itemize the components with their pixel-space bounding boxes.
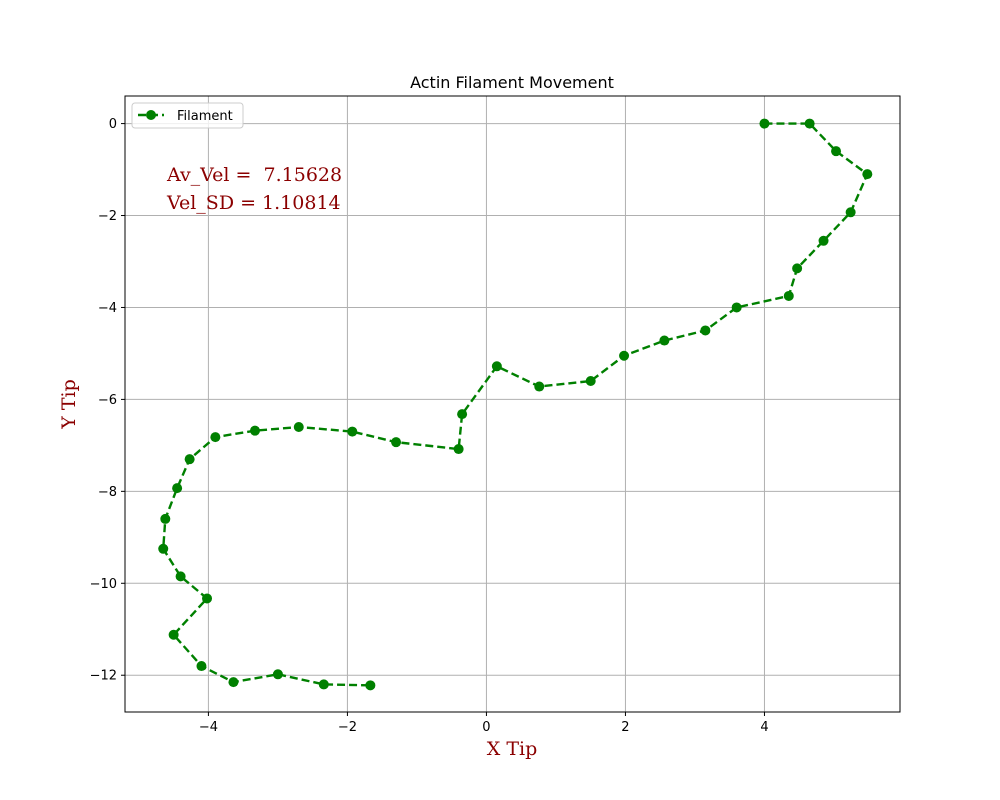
series-line-filament: [162, 122, 869, 687]
y-tick-label: −6: [98, 393, 117, 408]
data-point: [172, 483, 183, 494]
data-point: [158, 543, 169, 554]
y-axis-label: Y Tip: [58, 379, 80, 430]
x-tick-label: 2: [621, 720, 629, 735]
data-point: [818, 235, 829, 246]
data-point: [175, 571, 186, 582]
y-tick-label: −8: [98, 485, 117, 500]
data-point: [347, 426, 358, 437]
data-point: [293, 421, 304, 432]
x-tick-label: 0: [482, 720, 490, 735]
data-point: [659, 335, 670, 346]
plot-frame: [124, 95, 901, 713]
data-point: [249, 425, 260, 436]
data-point: [731, 302, 742, 313]
y-tick-label: −4: [98, 301, 117, 316]
x-tick-label: 4: [760, 720, 768, 735]
x-axis-label: X Tip: [487, 738, 537, 760]
data-point: [700, 325, 711, 336]
data-point: [272, 669, 283, 680]
y-tick-label: −10: [90, 577, 117, 592]
data-point: [585, 376, 596, 387]
data-point: [804, 118, 815, 129]
legend-box: [131, 102, 244, 129]
legend: Filament: [131, 102, 244, 129]
data-point: [759, 118, 770, 129]
data-point: [160, 513, 171, 524]
legend-label-filament: Filament: [177, 109, 233, 124]
data-point: [391, 437, 402, 448]
x-tick-label: −4: [199, 720, 218, 735]
data-point: [783, 290, 794, 301]
y-tick-label: −12: [90, 669, 117, 684]
annotation-av-vel: Av_Vel = 7.15628: [166, 164, 342, 186]
y-tick-label: −2: [98, 209, 117, 224]
axis-ticks: −4 −2 0 2 4 0 −2 −4 −6 −8 −10 −12: [90, 117, 769, 735]
data-point: [453, 444, 464, 455]
data-point: [792, 263, 803, 274]
data-point: [534, 381, 545, 392]
annotation-vel-sd: Vel_SD = 1.10814: [166, 192, 341, 214]
data-point: [196, 661, 207, 672]
data-point: [202, 593, 213, 604]
data-point: [168, 629, 179, 640]
data-point: [365, 680, 376, 691]
legend-marker: [146, 110, 156, 120]
grid: [125, 96, 900, 712]
data-point: [318, 679, 329, 690]
data-point: [619, 350, 630, 361]
chart-title: Actin Filament Movement: [410, 73, 614, 92]
data-point: [210, 432, 221, 443]
y-tick-label: 0: [109, 117, 117, 132]
data-point: [184, 454, 195, 465]
data-point: [457, 409, 468, 420]
data-point: [831, 146, 842, 157]
series-layer: [158, 118, 873, 691]
x-tick-label: −2: [338, 720, 357, 735]
data-point: [845, 207, 856, 218]
data-point: [491, 361, 502, 372]
data-point: [228, 677, 239, 688]
data-point: [862, 169, 873, 180]
